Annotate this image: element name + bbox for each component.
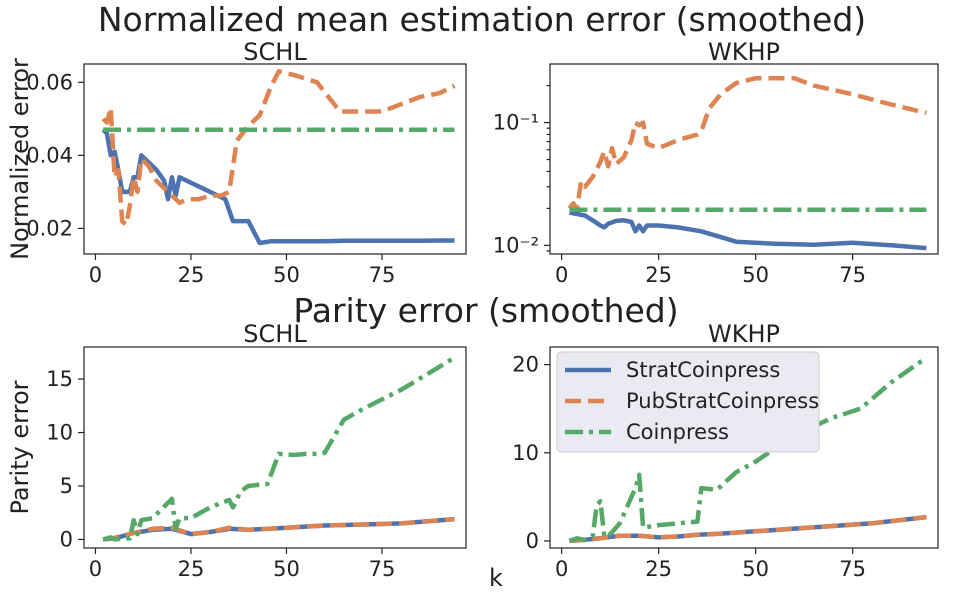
x-tick-label: 0	[555, 263, 568, 287]
series-line-coinpress	[568, 355, 928, 544]
axes-frame	[83, 63, 467, 255]
panel-parity-wkhp: WKHP 0 25 50 75 0 10 20	[512, 320, 939, 581]
y-tick-label: 20	[512, 353, 539, 377]
y-tick-label: 10	[46, 421, 73, 445]
series-line-stratcoinpress	[568, 210, 927, 251]
series-group	[101, 69, 456, 246]
y-tick-label: 0.02	[26, 216, 73, 240]
legend-box	[556, 351, 820, 453]
series-line-coinpress	[102, 355, 456, 542]
legend-label-pubstratcoinpress: PubStratCoinpress	[626, 389, 819, 413]
y-tick-label: 10⁻¹	[493, 111, 539, 135]
y-tick-label: 0	[526, 529, 539, 553]
x-tick-label: 50	[742, 263, 769, 287]
y-tick-label: 0	[60, 527, 73, 551]
common-x-axis-label: k	[489, 564, 503, 592]
panel-nmee-wkhp: WKHP 0 25 50 75 10⁻² 10⁻¹	[493, 38, 939, 287]
panel-title: WKHP	[708, 38, 780, 66]
series-group	[567, 75, 927, 251]
x-tick-label: 75	[369, 263, 396, 287]
y-tick-label: 0.04	[26, 143, 73, 167]
series-group	[568, 355, 928, 544]
legend-label-stratcoinpress: StratCoinpress	[626, 358, 780, 382]
panel-title: WKHP	[708, 320, 780, 348]
legend-label-coinpress: Coinpress	[626, 420, 729, 444]
suptitle-bottom: Parity error (smoothed)	[293, 291, 678, 330]
x-tick-label: 25	[178, 557, 205, 581]
axes-frame	[549, 346, 939, 549]
x-tick-label: 75	[369, 557, 396, 581]
suptitle-top: Normalized mean estimation error (smooth…	[98, 0, 866, 39]
x-tick-label: 25	[645, 263, 672, 287]
x-tick-label: 50	[273, 557, 300, 581]
panel-title: SCHL	[243, 38, 307, 66]
series-line-pubstratcoinpress	[569, 514, 927, 544]
panel-nmee-schl: SCHL Normalized error 0 25 50 75 0.02 0.04 0.06	[6, 38, 467, 287]
series-group	[102, 355, 456, 542]
series-line-pubstratcoinpress	[101, 69, 456, 228]
y-tick-label: 5	[60, 474, 73, 498]
x-tick-label: 0	[89, 263, 102, 287]
legend: StratCoinpress PubStratCoinpress Coinpre…	[556, 351, 820, 453]
series-line-stratcoinpress	[101, 128, 455, 246]
y-tick-label: 10⁻²	[493, 233, 539, 257]
x-tick-label: 0	[89, 557, 102, 581]
x-tick-label: 50	[273, 263, 300, 287]
y-tick-label: 10	[512, 441, 539, 465]
x-tick-label: 75	[839, 557, 866, 581]
x-tick-label: 25	[178, 263, 205, 287]
panel-title: SCHL	[243, 320, 307, 348]
y-tick-label: 15	[46, 367, 73, 391]
panel-parity-schl: SCHL Parity error 0 25 50 75 0 5 10 15	[6, 320, 467, 581]
x-tick-label: 50	[742, 557, 769, 581]
y-axis-label: Parity error	[6, 380, 34, 514]
y-tick-label: 0.06	[26, 70, 73, 94]
x-tick-label: 0	[555, 557, 568, 581]
y-axis-label: Normalized error	[6, 58, 34, 260]
x-tick-label: 25	[645, 557, 672, 581]
series-line-pubstratcoinpress	[567, 75, 927, 211]
axes-frame	[83, 346, 467, 549]
x-tick-label: 75	[839, 263, 866, 287]
